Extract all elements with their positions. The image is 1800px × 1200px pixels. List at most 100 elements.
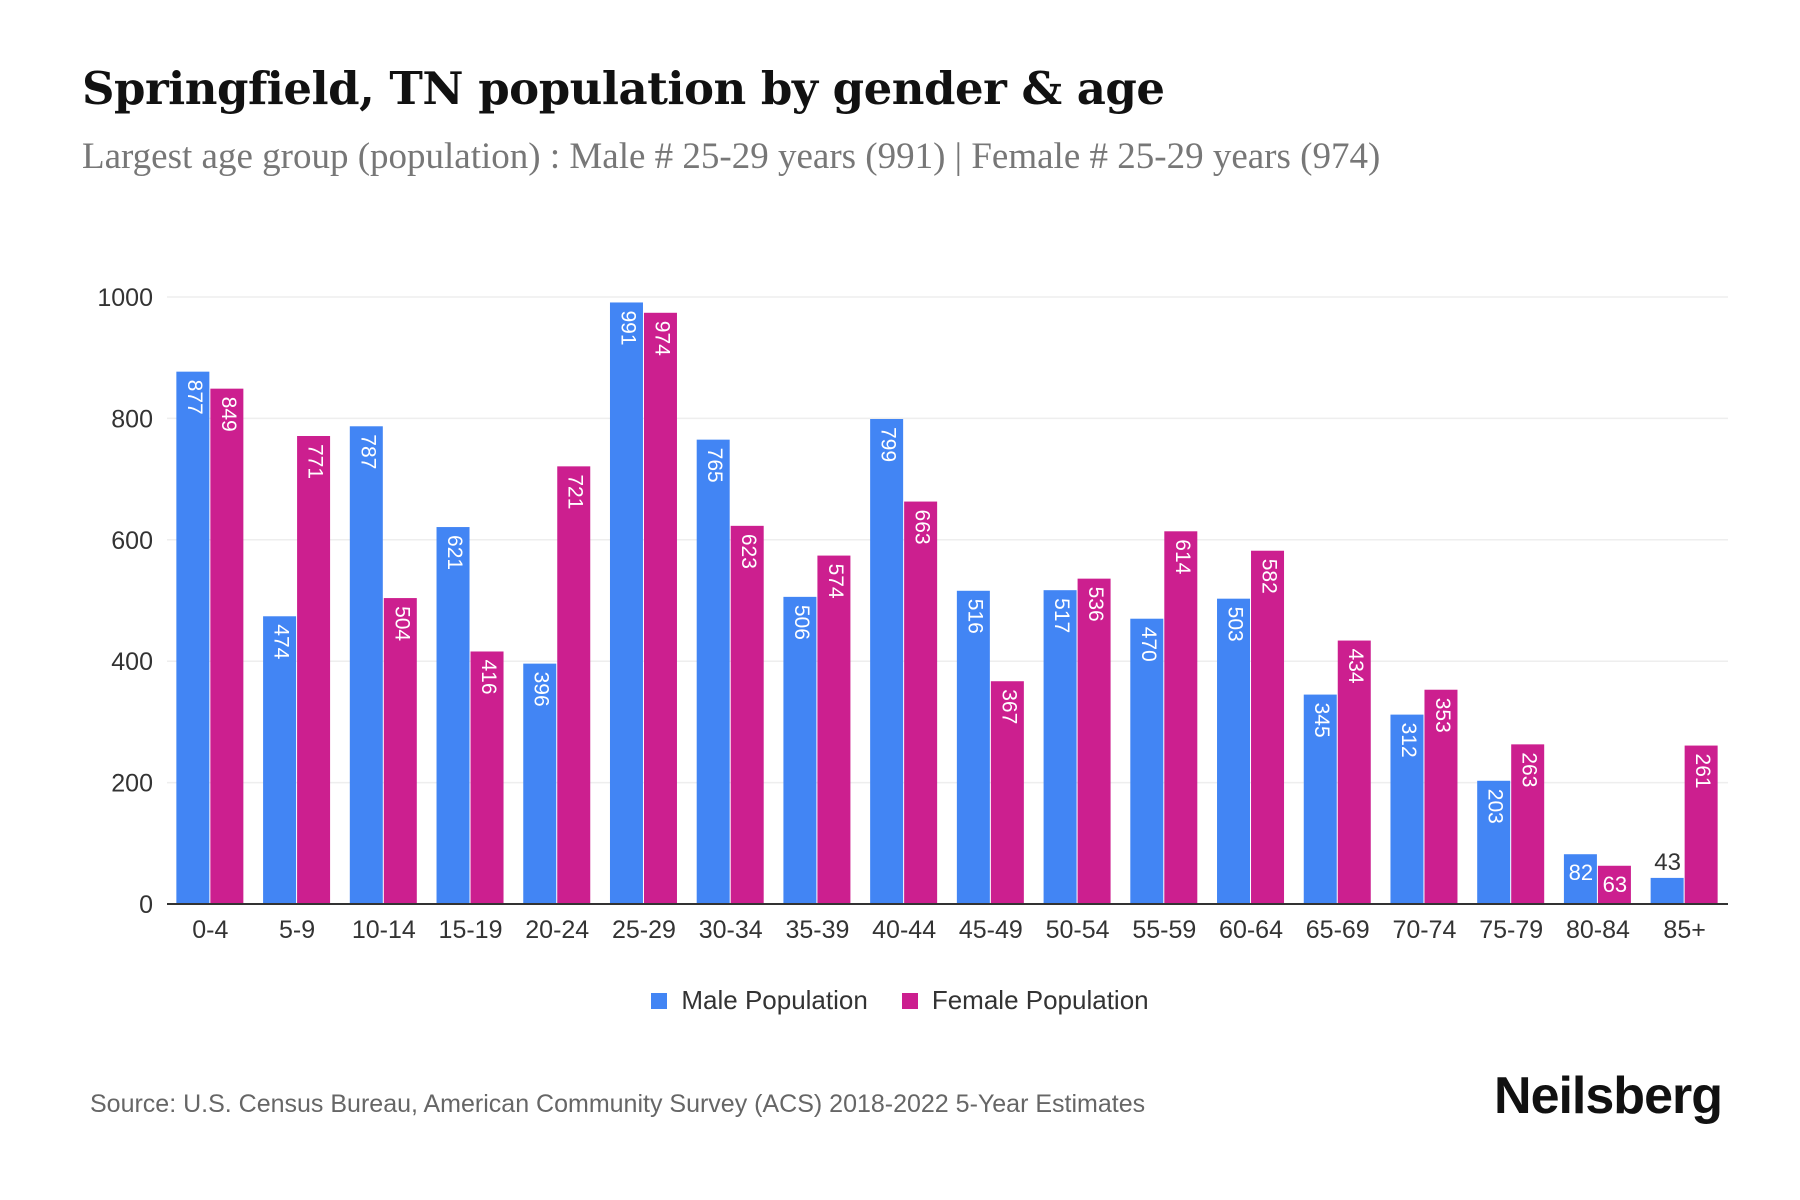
data-label: 506 [790,605,813,640]
data-label: 63 [1603,872,1627,897]
y-tick-label: 0 [139,891,153,919]
bar-male [956,590,990,904]
bar-male [1650,877,1684,904]
bar-male [436,527,470,904]
chart-subtitle: Largest age group (population) : Male # … [82,136,1381,177]
data-label: 799 [877,427,900,462]
data-label: 263 [1518,752,1541,787]
bar-male [609,302,643,904]
data-label: 991 [616,310,639,345]
bar-female [1597,865,1631,904]
data-label: 504 [390,606,413,641]
bar-male [1477,780,1511,904]
data-label: 474 [270,624,293,659]
x-tick-label: 60-64 [1219,916,1283,944]
bar-male [1563,854,1597,904]
legend-swatch-female [901,992,918,1009]
bar-female [1684,745,1718,904]
data-label: 203 [1484,789,1507,824]
bar-male [176,371,210,904]
legend-label-male: Male Population [681,985,868,1015]
data-label: 574 [824,564,847,599]
data-label: 353 [1431,698,1454,733]
bar-female [210,388,244,905]
y-tick-label: 1000 [97,284,153,312]
bar-male [870,419,904,904]
x-tick-label: 70-74 [1392,916,1456,944]
data-label: 503 [1223,607,1246,642]
x-tick-label: 65-69 [1306,916,1370,944]
bar-female [1251,550,1285,904]
data-label: 582 [1257,559,1280,594]
bar-male [1130,618,1164,904]
bar-female [297,436,331,904]
y-tick-label: 600 [111,527,153,555]
bar-female [470,651,504,904]
x-tick-label: 25-29 [612,916,676,944]
data-label: 877 [183,380,206,415]
legend-item-male: Male Population [651,985,868,1016]
data-label: 614 [1171,539,1194,574]
x-tick-label: 30-34 [699,916,763,944]
data-label: 663 [911,510,934,545]
data-label: 312 [1397,723,1420,758]
bar-male [263,616,297,904]
data-label: 416 [477,659,500,694]
y-tick-label: 800 [111,405,153,433]
bar-female [1337,640,1371,904]
bar-female [1164,531,1198,904]
bar-male [523,663,557,904]
bar-female [557,466,591,904]
legend: Male Population Female Population [0,985,1800,1016]
bar-male [1217,598,1251,904]
x-tick-label: 5-9 [279,916,315,944]
x-tick-label: 35-39 [785,916,849,944]
x-tick-label: 10-14 [352,916,416,944]
data-label: 367 [997,689,1020,724]
data-label: 434 [1344,649,1367,684]
x-tick-label: 75-79 [1479,916,1543,944]
x-tick-label: 45-49 [959,916,1023,944]
x-tick-label: 80-84 [1566,916,1630,944]
data-label: 771 [304,444,327,479]
x-tick-label: 20-24 [525,916,589,944]
data-label: 765 [703,448,726,483]
bar-female [1077,578,1111,904]
data-label: 787 [356,434,379,469]
bar-female [990,681,1024,904]
data-label: 396 [530,672,553,707]
x-tick-label: 15-19 [439,916,503,944]
y-tick-label: 200 [111,770,153,798]
bar-female [817,555,851,904]
x-tick-label: 0-4 [192,916,228,944]
data-label: 623 [737,534,760,569]
data-label: 536 [1084,587,1107,622]
bar-female [730,525,764,904]
x-tick-label: 40-44 [872,916,936,944]
data-label: 974 [650,321,673,356]
data-label: 517 [1050,598,1073,633]
data-label: 345 [1310,703,1333,738]
x-tick-label: 85+ [1663,916,1705,944]
legend-swatch-male [651,992,668,1009]
data-label: 82 [1569,860,1593,885]
bar-female [1424,689,1458,904]
data-label: 516 [963,599,986,634]
data-label: 43 [1654,849,1681,876]
chart-title: Springfield, TN population by gender & a… [82,62,1165,115]
data-label: 721 [564,474,587,509]
x-tick-label: 50-54 [1046,916,1110,944]
bar-female [904,501,938,904]
bar-female [643,312,677,905]
bar-male [1303,694,1337,904]
source-note: Source: U.S. Census Bureau, American Com… [90,1090,1146,1118]
bar-chart: 0 200 400 600 800 1000 877 849 0-4 474 771 5-9 787 50… [97,284,1728,944]
neilsberg-logo: Neilsberg [1494,1067,1723,1125]
bar-male [696,439,730,904]
bar-male [1043,590,1077,904]
data-label: 849 [217,397,240,432]
data-label: 470 [1137,627,1160,662]
data-label: 621 [443,535,466,570]
legend-label-female: Female Population [931,985,1149,1015]
legend-item-female: Female Population [901,985,1149,1016]
